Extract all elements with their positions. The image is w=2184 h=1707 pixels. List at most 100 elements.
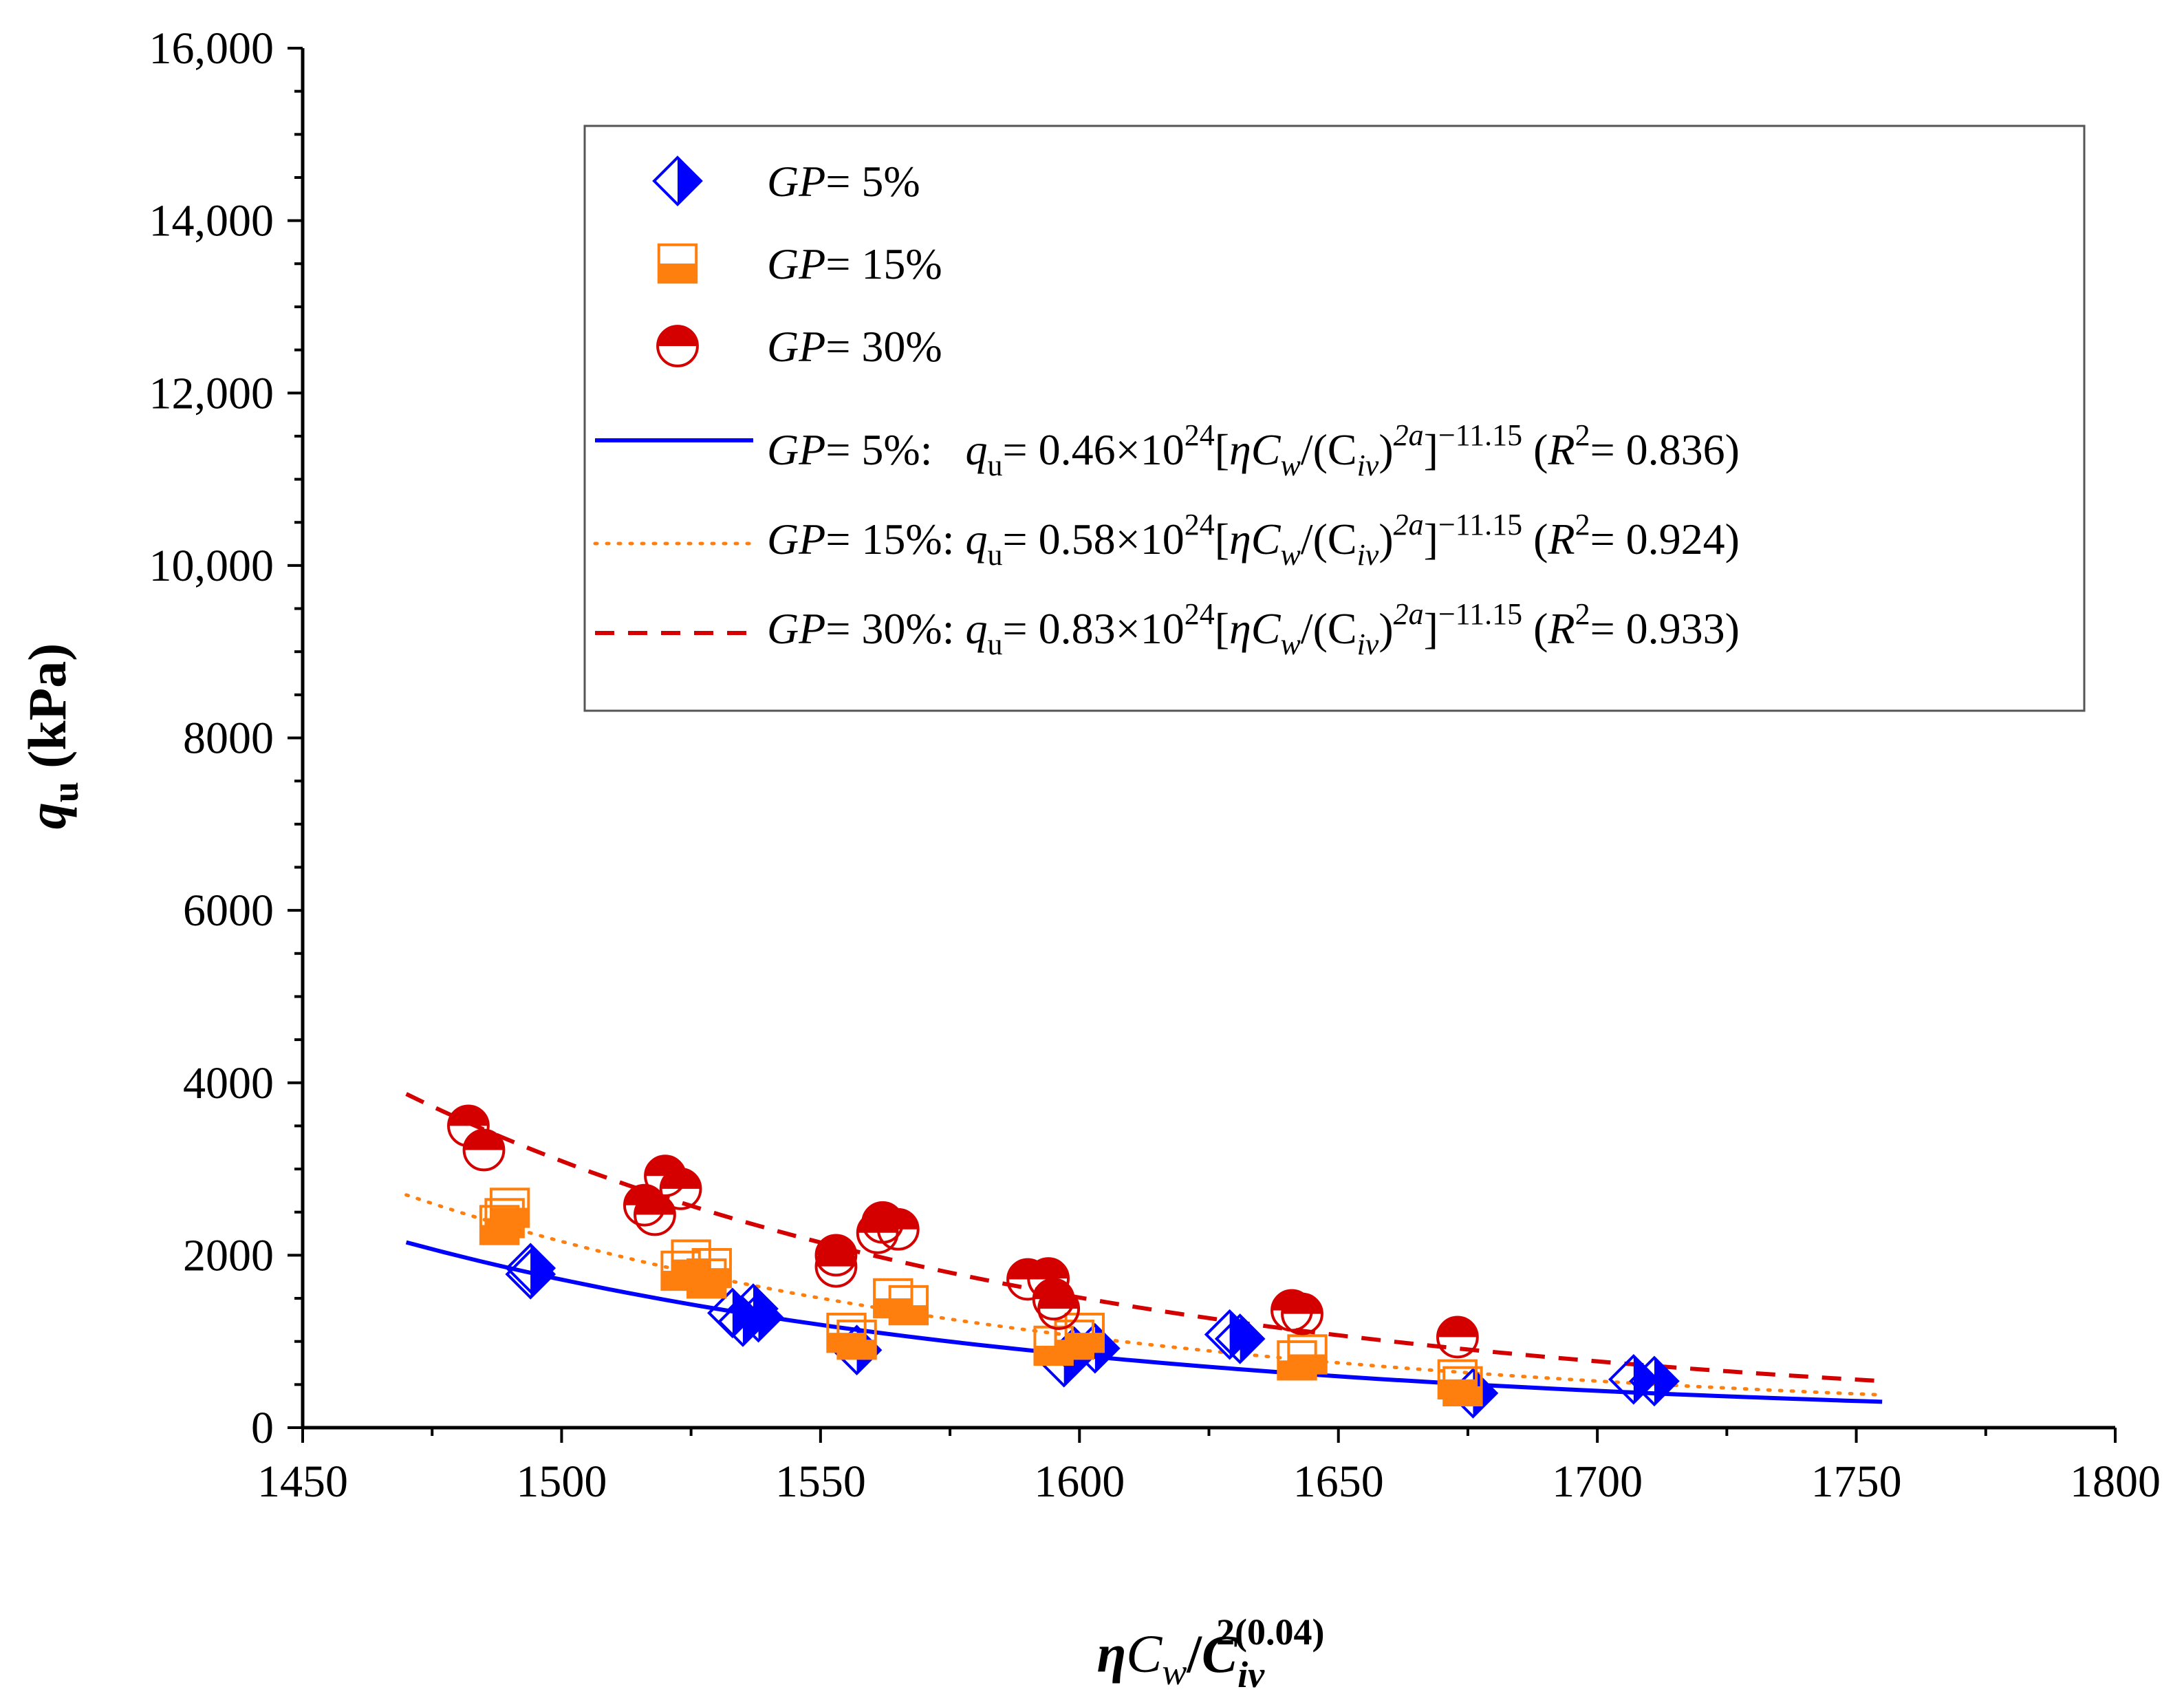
data-point-square-half xyxy=(691,1247,732,1289)
square-fill xyxy=(658,264,697,283)
x-tick-label: 1500 xyxy=(516,1457,607,1507)
circle-outline xyxy=(814,1245,858,1288)
data-point-circle-half xyxy=(656,325,699,367)
circle-fill xyxy=(1282,1293,1322,1314)
x-tick-label: 1450 xyxy=(257,1457,348,1507)
circle-fill xyxy=(816,1246,856,1267)
square-outline xyxy=(888,1285,929,1326)
y-tick-label: 10,000 xyxy=(149,541,274,591)
data-point-diamond-half xyxy=(505,1249,556,1300)
diamond-outline xyxy=(505,1243,556,1293)
legend-box xyxy=(583,125,2086,712)
legend-label-fit-gp15: GP= 15%: qu= 0.58×1024[ηCw/(Civ)2a]−11.1… xyxy=(767,508,1740,572)
diamond-outline xyxy=(652,155,703,206)
circle-fill xyxy=(448,1106,488,1126)
fit-curves xyxy=(404,1092,1884,1404)
legend-label-gp15: GP= 15% xyxy=(767,239,942,288)
x-tick-label: 1700 xyxy=(1552,1457,1643,1507)
square-outline xyxy=(1287,1334,1328,1375)
axes: 1450 1500 1550 1600 1650 1700 1750 1800 0 2000 400… xyxy=(149,23,2161,1507)
square-outline xyxy=(836,1319,877,1360)
square-outline xyxy=(1064,1312,1105,1353)
square-fill xyxy=(693,1268,731,1287)
diamond-outline xyxy=(505,1249,556,1300)
square-outline xyxy=(489,1188,530,1228)
square-outline xyxy=(657,243,698,284)
circle-outline xyxy=(1281,1292,1323,1335)
circle-fill xyxy=(464,1130,504,1150)
circle-fill xyxy=(660,1169,701,1189)
y-tick-label: 2000 xyxy=(183,1230,274,1280)
diamond-outline xyxy=(1214,1313,1266,1364)
circle-outline xyxy=(876,1207,920,1251)
diamond-fill xyxy=(530,1250,554,1298)
circle-outline xyxy=(656,325,699,367)
circle-fill xyxy=(1437,1317,1478,1338)
diamond-outline xyxy=(1608,1353,1659,1405)
data-point-square-half xyxy=(836,1319,877,1360)
x-tick-label: 1600 xyxy=(1034,1457,1125,1507)
legend-markers xyxy=(593,155,755,635)
data-point-circle-half xyxy=(462,1128,506,1172)
diamond-fill xyxy=(1240,1315,1264,1362)
square-fill xyxy=(1444,1386,1482,1406)
square-outline xyxy=(691,1247,732,1289)
circle-outline xyxy=(1037,1287,1081,1330)
diamond-outline xyxy=(728,1283,779,1334)
circle-outline xyxy=(1436,1316,1479,1359)
y-tick-label: 12,000 xyxy=(149,368,274,418)
y-tick-label: 6000 xyxy=(183,885,274,936)
data-point-circle-half xyxy=(814,1245,858,1288)
diamond-fill xyxy=(1654,1357,1678,1405)
diamond-fill xyxy=(678,158,701,204)
square-fill xyxy=(889,1305,928,1324)
circle-fill xyxy=(878,1209,918,1230)
data-point-square-half xyxy=(489,1188,530,1228)
y-tick-label: 16,000 xyxy=(149,23,274,74)
square-outline xyxy=(1442,1366,1483,1407)
circle-outline xyxy=(814,1234,858,1277)
x-tick-label: 1750 xyxy=(1811,1457,1902,1507)
legend: GP= 5% GP= 15% GP= 30% GP= 5%: qu= 0.46×… xyxy=(583,125,2086,712)
data-point-diamond-half xyxy=(652,155,703,206)
x-axis-title: ηCw/Civ2(0.04) xyxy=(1096,1611,1324,1695)
data-point-square-half xyxy=(1287,1334,1328,1375)
circle-outline xyxy=(462,1128,506,1172)
diamond-outline xyxy=(733,1291,784,1343)
circle-outline xyxy=(634,1193,676,1236)
data-point-square-half xyxy=(657,243,698,284)
circle-outline xyxy=(659,1167,702,1210)
fit-curve-dashed xyxy=(405,1092,1883,1384)
square-fill xyxy=(1288,1354,1326,1373)
x-tick-label: 1800 xyxy=(2070,1457,2161,1507)
data-point-diamond-half xyxy=(733,1291,784,1343)
legend-label-fit-gp30: GP= 30%: qu= 0.83×1024[ηCw/(Civ)2a]−11.1… xyxy=(767,597,1740,661)
y-axis-title: qu (kPa) xyxy=(17,643,86,830)
data-point-circle-half xyxy=(659,1167,702,1210)
fit-curve-dotted xyxy=(404,1193,1884,1397)
circle-fill xyxy=(658,326,698,346)
circle-fill xyxy=(1028,1258,1069,1279)
diamond-outline xyxy=(1629,1355,1680,1407)
y-tick-label: 8000 xyxy=(183,713,274,764)
legend-label-fit-gp5: GP= 5%: qu= 0.46×1024[ηCw/(Civ)2a]−11.15… xyxy=(767,418,1740,482)
square-fill xyxy=(490,1207,529,1227)
y-tick-label: 4000 xyxy=(183,1058,274,1108)
y-tick-label: 14,000 xyxy=(149,196,274,246)
legend-label-gp5: GP= 5% xyxy=(767,157,920,206)
data-point-diamond-half xyxy=(1629,1355,1680,1407)
data-points xyxy=(447,1104,1680,1419)
circle-fill xyxy=(1039,1289,1079,1309)
data-point-square-half xyxy=(1064,1312,1105,1353)
diamond-fill xyxy=(758,1293,782,1341)
data-point-circle-half xyxy=(634,1193,676,1236)
data-point-circle-half xyxy=(876,1207,920,1251)
square-fill xyxy=(838,1340,876,1359)
data-point-circle-half xyxy=(1436,1316,1479,1359)
x-tick-label: 1650 xyxy=(1293,1457,1384,1507)
y-tick-label: 0 xyxy=(251,1403,274,1453)
legend-label-gp30: GP= 30% xyxy=(767,322,942,371)
square-fill xyxy=(1066,1333,1104,1352)
data-point-square-half xyxy=(888,1285,929,1326)
